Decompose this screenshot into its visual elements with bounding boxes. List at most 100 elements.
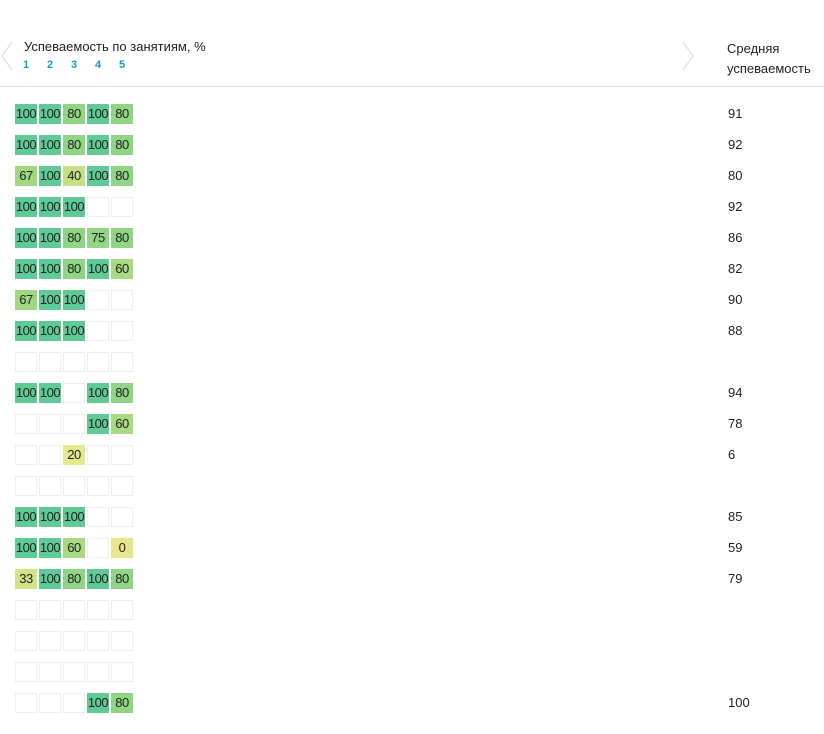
score-cell: 20 [63, 445, 85, 465]
table-row: 67 100 100 90 [15, 290, 815, 310]
empty-score-cell [15, 414, 37, 434]
empty-score-cell [15, 352, 37, 372]
score-cell: 100 [63, 321, 85, 341]
table-row: 100 80 100 [15, 693, 815, 713]
empty-score-cell [87, 662, 109, 682]
empty-score-cell [111, 662, 133, 682]
tab-lesson-5[interactable]: 5 [119, 59, 126, 71]
empty-score-cell [63, 383, 85, 403]
score-cell: 33 [15, 569, 37, 589]
chevron-right-icon[interactable] [680, 40, 696, 72]
average-score: 82 [728, 261, 743, 276]
score-cell: 100 [87, 414, 109, 434]
score-cell: 100 [39, 538, 61, 558]
average-column-header: Средняя успеваемость [727, 39, 811, 79]
empty-score-cell [63, 352, 85, 372]
average-score: 85 [728, 509, 743, 524]
score-cell: 100 [15, 228, 37, 248]
empty-score-cell [111, 352, 133, 372]
empty-score-cell [39, 662, 61, 682]
empty-score-cell [111, 476, 133, 496]
empty-score-cell [87, 476, 109, 496]
score-cell: 100 [39, 569, 61, 589]
score-cell: 100 [39, 383, 61, 403]
score-cell: 100 [15, 383, 37, 403]
empty-score-cell [111, 197, 133, 217]
score-cell: 100 [63, 290, 85, 310]
tab-lesson-1[interactable]: 1 [23, 59, 30, 71]
table-header: Успеваемость по занятиям, % 1 2 3 4 5 Ср… [0, 0, 824, 87]
average-score: 59 [728, 540, 743, 555]
score-cell: 80 [63, 569, 85, 589]
score-cell: 100 [15, 135, 37, 155]
empty-score-cell [63, 693, 85, 713]
tab-lesson-3[interactable]: 3 [71, 59, 78, 71]
score-cell: 100 [39, 259, 61, 279]
tab-lesson-4[interactable]: 4 [95, 59, 102, 71]
score-cell: 100 [87, 569, 109, 589]
score-cell: 0 [111, 538, 133, 558]
score-cell: 100 [39, 228, 61, 248]
score-cell: 100 [15, 507, 37, 527]
empty-score-cell [15, 445, 37, 465]
score-cell: 100 [39, 135, 61, 155]
empty-score-cell [39, 414, 61, 434]
table-row [15, 476, 815, 496]
table-row [15, 631, 815, 651]
average-score: 6 [728, 447, 736, 462]
empty-score-cell [111, 445, 133, 465]
table-row [15, 662, 815, 682]
average-score: 86 [728, 230, 743, 245]
table-row: 33 100 80 100 80 79 [15, 569, 815, 589]
score-cell: 100 [39, 166, 61, 186]
average-score: 91 [728, 106, 743, 121]
table-row: 100 60 78 [15, 414, 815, 434]
score-cell: 100 [15, 197, 37, 217]
score-cell: 100 [87, 166, 109, 186]
table-row: 100 100 100 80 94 [15, 383, 815, 403]
score-cell: 80 [63, 104, 85, 124]
average-header-line2: успеваемость [727, 61, 811, 76]
score-cell: 100 [39, 321, 61, 341]
empty-score-cell [87, 321, 109, 341]
table-row: 67 100 40 100 80 80 [15, 166, 815, 186]
empty-score-cell [111, 290, 133, 310]
score-cell: 80 [111, 383, 133, 403]
empty-score-cell [63, 600, 85, 620]
average-score: 92 [728, 137, 743, 152]
empty-score-cell [39, 631, 61, 651]
empty-score-cell [63, 662, 85, 682]
empty-score-cell [39, 445, 61, 465]
score-cell: 60 [63, 538, 85, 558]
average-score: 90 [728, 292, 743, 307]
empty-score-cell [111, 631, 133, 651]
score-cell: 100 [39, 197, 61, 217]
empty-score-cell [15, 662, 37, 682]
score-cell: 60 [111, 414, 133, 434]
table-row: 100 100 80 100 80 91 [15, 104, 815, 124]
empty-score-cell [111, 507, 133, 527]
table-row: 100 100 80 75 80 86 [15, 228, 815, 248]
empty-score-cell [87, 600, 109, 620]
score-cell: 67 [15, 166, 37, 186]
score-cell: 80 [111, 228, 133, 248]
score-cell: 40 [63, 166, 85, 186]
empty-score-cell [39, 693, 61, 713]
score-cell: 100 [63, 197, 85, 217]
average-score: 88 [728, 323, 743, 338]
empty-score-cell [87, 352, 109, 372]
score-cell: 80 [111, 104, 133, 124]
tab-lesson-2[interactable]: 2 [47, 59, 54, 71]
score-cell: 100 [87, 383, 109, 403]
empty-score-cell [39, 476, 61, 496]
score-cell: 80 [111, 135, 133, 155]
score-cell: 100 [15, 321, 37, 341]
score-cell: 60 [111, 259, 133, 279]
average-score: 94 [728, 385, 743, 400]
empty-score-cell [15, 476, 37, 496]
chevron-left-icon[interactable] [0, 40, 16, 72]
empty-score-cell [87, 538, 109, 558]
empty-score-cell [111, 600, 133, 620]
page-title: Успеваемость по занятиям, % [24, 39, 206, 54]
score-cell: 67 [15, 290, 37, 310]
